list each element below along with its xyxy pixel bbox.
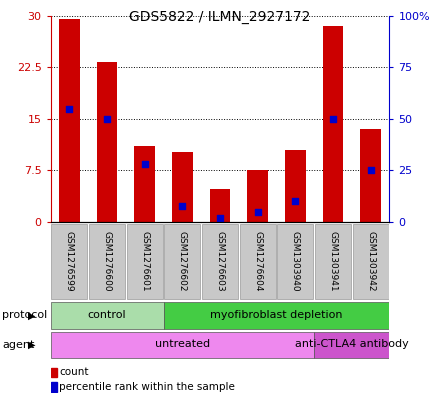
Bar	[59, 19, 80, 222]
Point	[367, 167, 374, 174]
Bar	[277, 224, 313, 299]
Text: GSM1276599: GSM1276599	[65, 231, 74, 292]
Bar	[209, 189, 231, 222]
Bar	[315, 224, 351, 299]
Bar	[172, 152, 193, 222]
Text: agent: agent	[2, 340, 35, 350]
Text: GSM1276604: GSM1276604	[253, 231, 262, 292]
Text: GSM1276600: GSM1276600	[103, 231, 112, 292]
Point	[179, 202, 186, 209]
Bar	[97, 62, 117, 222]
Point	[254, 209, 261, 215]
Point	[66, 105, 73, 112]
Text: protocol: protocol	[2, 310, 48, 320]
Bar	[352, 224, 389, 299]
Text: GSM1276601: GSM1276601	[140, 231, 149, 292]
Bar	[247, 171, 268, 222]
Bar	[51, 332, 314, 358]
Bar	[239, 224, 276, 299]
Point	[330, 116, 337, 122]
Text: GSM1303940: GSM1303940	[291, 231, 300, 292]
Point	[103, 116, 110, 122]
Text: myofibroblast depletion: myofibroblast depletion	[210, 310, 343, 320]
Text: ▶: ▶	[28, 340, 36, 350]
Point	[216, 215, 224, 221]
Bar	[134, 146, 155, 222]
Bar	[127, 224, 163, 299]
Point	[141, 161, 148, 167]
Bar	[202, 224, 238, 299]
Text: untreated: untreated	[155, 339, 210, 349]
Bar	[89, 224, 125, 299]
Bar	[164, 224, 201, 299]
Bar	[285, 150, 306, 222]
Text: count: count	[59, 367, 89, 377]
Bar	[164, 302, 389, 329]
Text: GSM1276602: GSM1276602	[178, 231, 187, 292]
Text: GDS5822 / ILMN_2927172: GDS5822 / ILMN_2927172	[129, 10, 311, 24]
Bar	[51, 224, 88, 299]
Bar	[51, 368, 56, 377]
Point	[292, 198, 299, 204]
Text: anti-CTLA4 antibody: anti-CTLA4 antibody	[295, 339, 409, 349]
Text: ▶: ▶	[28, 310, 36, 320]
Text: percentile rank within the sample: percentile rank within the sample	[59, 382, 235, 392]
Bar	[314, 332, 389, 358]
Text: GSM1276603: GSM1276603	[216, 231, 224, 292]
Bar	[323, 26, 343, 222]
Bar	[360, 129, 381, 222]
Text: GSM1303941: GSM1303941	[328, 231, 337, 292]
Bar	[51, 382, 56, 391]
Text: control: control	[88, 310, 126, 320]
Text: GSM1303942: GSM1303942	[366, 231, 375, 292]
Bar	[51, 302, 164, 329]
